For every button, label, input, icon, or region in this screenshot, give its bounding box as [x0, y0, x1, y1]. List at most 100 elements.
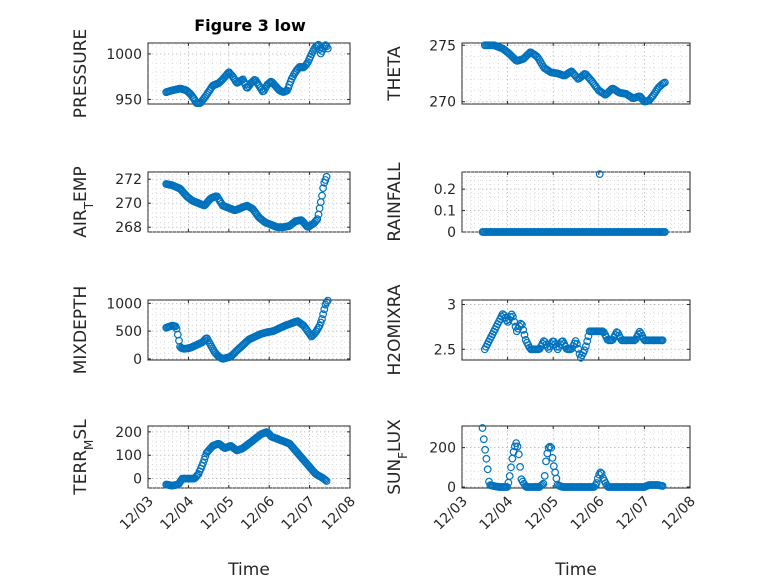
panel-airtemp: 268 270 272 AIRTEMP [71, 166, 351, 238]
data-point [303, 59, 311, 68]
data-point [580, 346, 589, 355]
data-point [544, 443, 553, 452]
y-axis-label: MIXDEPTH [71, 286, 91, 375]
x-tick-label: 12/04 [157, 493, 197, 533]
data-point [482, 454, 491, 463]
y-tick-label: 0.1 [434, 204, 456, 220]
figure-title: Figure 3 low [194, 16, 306, 35]
data-point [583, 337, 592, 346]
y-tick-label: 0 [447, 480, 456, 496]
data-point [313, 325, 322, 334]
x-axis-label: Time [227, 560, 270, 580]
x-axis-label: Time [554, 560, 597, 580]
data-point [595, 170, 604, 179]
axes-box [461, 425, 691, 489]
data-point [320, 475, 329, 484]
data-point [200, 455, 209, 464]
data-point [322, 172, 331, 181]
data-point [505, 472, 514, 480]
y-tick-label: 3 [447, 297, 456, 313]
panel-rainfall: 0 0.1 0.2 RAINFALL [385, 162, 691, 242]
data-point [573, 340, 581, 348]
y-tick-label: 275 [429, 38, 456, 54]
y-axis-label: PRESSURE [71, 29, 91, 118]
data-point [485, 477, 493, 486]
panel-h2omixra: 2.5 3 H2OMIXRA [385, 284, 691, 376]
x-tick-label: 12/03 [431, 494, 471, 534]
y-tick-label: 950 [115, 92, 142, 108]
y-tick-label: 2.5 [434, 342, 456, 358]
y-tick-label: 270 [115, 196, 142, 212]
y-axis-label: TERRMSL [71, 419, 96, 496]
data-point [199, 459, 208, 467]
data-point [318, 191, 326, 200]
x-tick-label: 12/06 [238, 493, 278, 533]
y-tick-label: 0 [447, 225, 456, 241]
data-point [321, 476, 330, 484]
data-point [519, 326, 528, 334]
x-tick-label: 12/05 [198, 494, 238, 534]
data-point [542, 457, 550, 466]
data-point [507, 463, 515, 472]
y-tick-label: 268 [115, 220, 142, 236]
x-tick-label: 12/03 [117, 494, 157, 534]
x-tick-label: 12/07 [613, 494, 653, 534]
panel-pressure: 950 1000 PRESSURE [71, 29, 351, 118]
data-point [320, 305, 329, 314]
y-axis-label: AIRTEMP [71, 166, 96, 237]
data-point [520, 331, 529, 339]
data-point [592, 479, 601, 487]
data-point [547, 443, 556, 452]
y-tick-label: 500 [115, 324, 142, 340]
data-point [661, 228, 669, 236]
data-point [512, 439, 521, 448]
data-point [590, 483, 598, 491]
y-tick-label: 0 [133, 352, 142, 368]
data-point [483, 465, 492, 474]
panel-sunflux: 0 200 SUNFLUX 12/03 12/04 12/05 12/06 12/07 12/0… [385, 419, 699, 580]
y-axis-label: THETA [385, 46, 405, 102]
data-point [313, 215, 322, 224]
data-point [658, 482, 667, 490]
data-point [548, 454, 557, 462]
x-tick-label: 12/05 [522, 494, 562, 534]
data-point [503, 483, 512, 491]
data-point [316, 318, 325, 327]
panel-mixdepth: 0 500 1000 MIXDEPTH [71, 286, 351, 375]
data-point [531, 51, 540, 60]
data-point [514, 450, 523, 459]
y-tick-label: 100 [115, 448, 142, 464]
data-point [201, 452, 210, 461]
data-point [318, 315, 326, 323]
data-point [540, 472, 549, 480]
data-point [481, 445, 490, 454]
data-point [509, 312, 517, 321]
data-point [658, 336, 667, 345]
panel-terrain: 0 100 200 TERRMSL 12/03 12/04 12/05 12/06 12/07 1… [71, 419, 359, 580]
y-tick-label: 0 [133, 472, 142, 488]
axes-box [461, 171, 691, 233]
data-point [543, 449, 552, 458]
x-tick-label: 12/04 [477, 493, 517, 533]
data-point [193, 471, 202, 480]
data-point [323, 44, 332, 53]
y-tick-label: 1000 [106, 47, 142, 63]
data-point [322, 298, 331, 307]
y-axis-label: H2OMIXRA [385, 284, 405, 375]
y-tick-label: 200 [429, 441, 456, 457]
x-tick-label: 12/07 [279, 494, 319, 534]
data-point [518, 320, 526, 329]
data-point [539, 479, 548, 488]
data-point [479, 435, 488, 444]
data-point [513, 442, 522, 451]
x-tick-label: 12/08 [319, 494, 359, 534]
data-point [319, 184, 328, 193]
data-point [635, 327, 644, 336]
y-tick-label: 200 [115, 425, 142, 441]
data-point [478, 424, 487, 432]
panel-theta: 270 275 THETA [385, 38, 691, 111]
data-point [519, 54, 528, 63]
y-axis-label: RAINFALL [385, 162, 405, 242]
data-point [597, 469, 606, 478]
